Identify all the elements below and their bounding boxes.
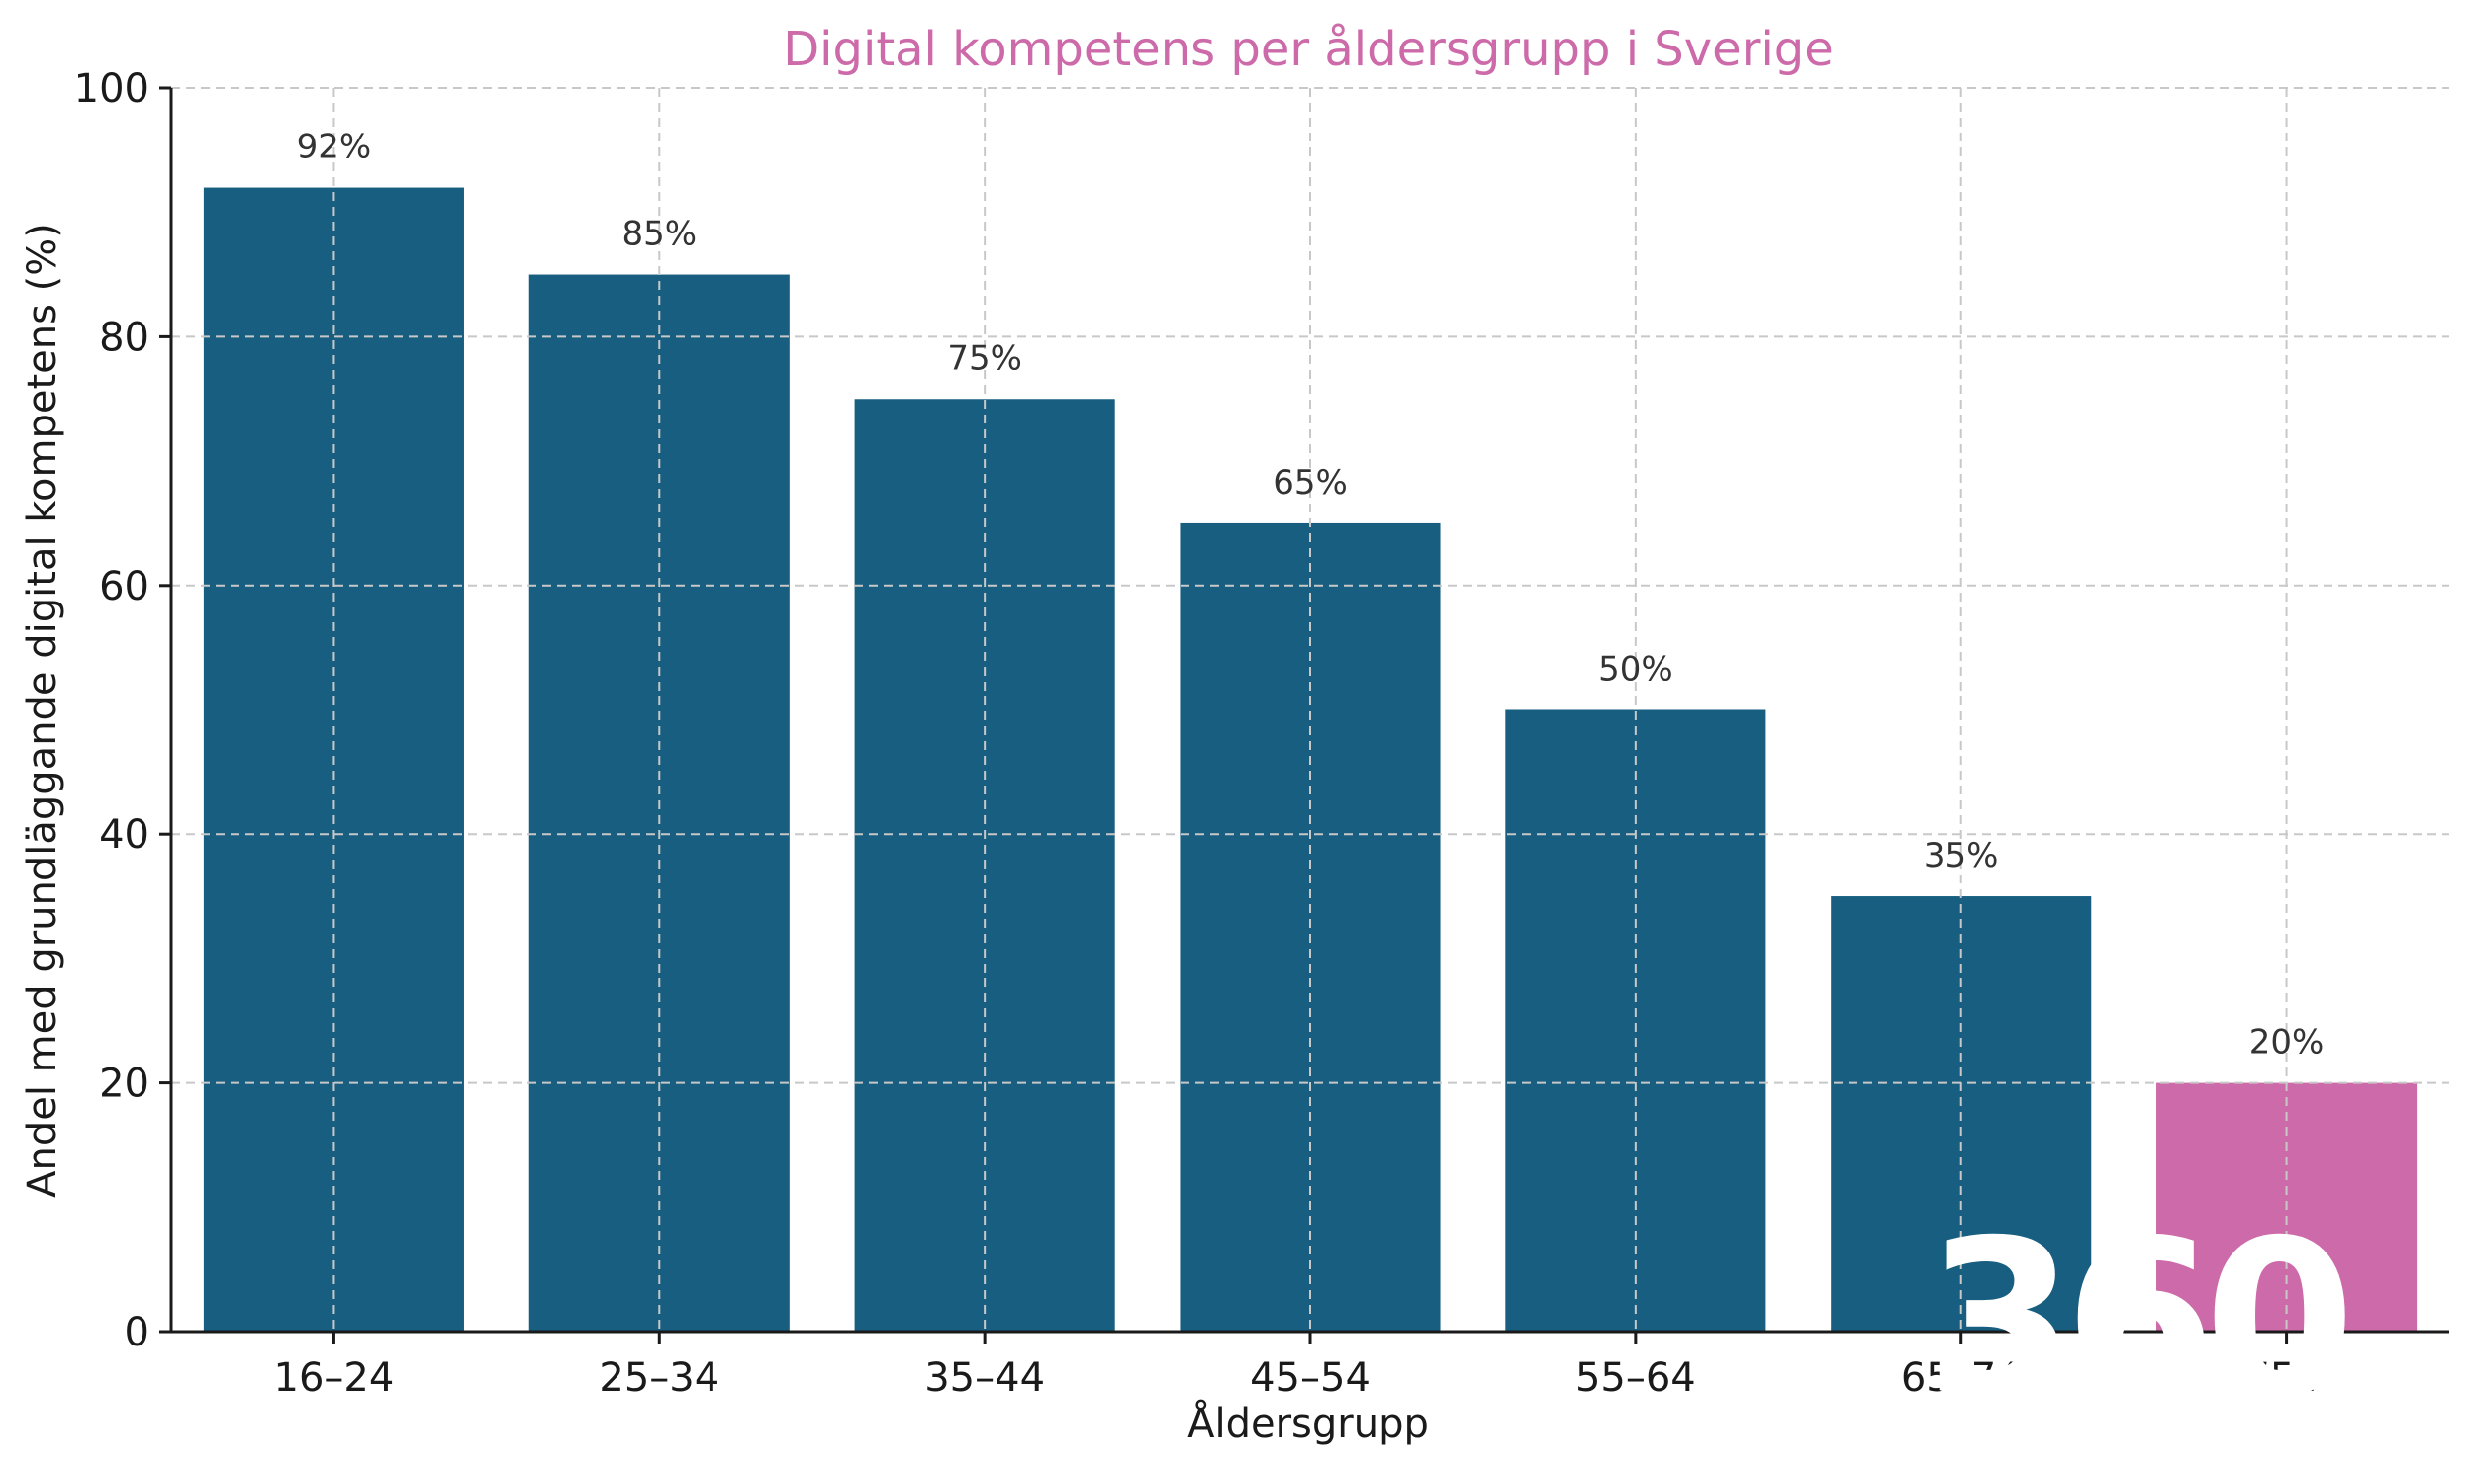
y-tick-label: 40 (99, 812, 149, 858)
y-axis-title: Andel med grundläggande digital kompeten… (20, 223, 65, 1198)
watermark-dot (2281, 1364, 2307, 1390)
y-tick-label: 20 (99, 1062, 149, 1107)
x-tick-label: 25–34 (599, 1355, 719, 1401)
bar-55–64 (1505, 709, 1766, 1332)
watermark-digits: 360 (1925, 1193, 2345, 1446)
data-label: 35% (1924, 836, 1999, 876)
y-tick-label: 80 (99, 315, 149, 360)
axes: 0 20 40 60 80 100 16–24 25–34 35–44 45–54 55–64 65–… (74, 66, 2449, 1401)
data-label: 85% (621, 215, 697, 254)
x-tick-label: 45–54 (1250, 1355, 1371, 1401)
data-label: 65% (1273, 463, 1348, 503)
data-label: 50% (1598, 650, 1673, 690)
x-tick-label: 65–74 (1901, 1355, 2022, 1401)
data-labels: 92% 85% 75% 65% 50% 35% 20% (297, 128, 2325, 1063)
data-label: 75% (947, 338, 1022, 378)
y-tick-label: 0 (125, 1310, 149, 1355)
x-tick-label: 35–44 (924, 1355, 1045, 1401)
x-tick-label: 16–24 (274, 1355, 395, 1401)
data-label: 20% (2249, 1023, 2325, 1063)
watermark-logo: 360 GRUPPEN (1925, 1193, 2357, 1472)
x-tick-label: 55–64 (1575, 1355, 1696, 1401)
watermark-word: GRUPPEN (1964, 1418, 2272, 1471)
y-tick-label: 100 (74, 66, 149, 112)
y-tick-label: 60 (99, 564, 149, 609)
data-label: 92% (297, 128, 372, 167)
x-axis-title: Åldersgrupp (1187, 1399, 1429, 1446)
chart-title: Digital kompetens per åldersgrupp i Sver… (783, 22, 1834, 77)
